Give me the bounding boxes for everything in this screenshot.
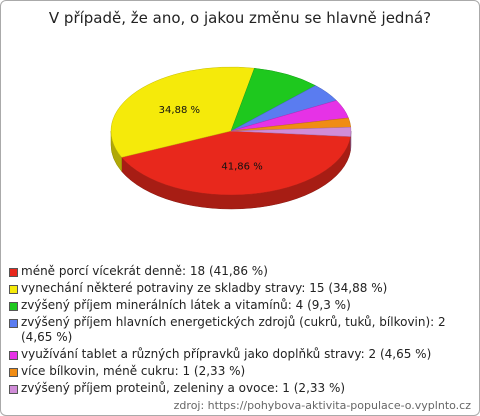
- legend-swatch: [9, 268, 18, 277]
- legend-item: zvýšený příjem hlavních energetických zd…: [9, 315, 473, 345]
- source: zdroj: https://pohybova-aktivita-populac…: [173, 399, 471, 412]
- legend-item: zvýšený příjem minerálních látek a vitam…: [9, 298, 473, 313]
- slice: [230, 126, 352, 137]
- legend-swatch: [9, 302, 18, 311]
- legend-label: více bílkovin, méně cukru: 1 (2,33 %): [21, 364, 246, 378]
- legend: méně porcí vícekrát denně: 18 (41,86 %) v…: [9, 264, 473, 398]
- legend-label: vynechání některé potraviny ze skladby s…: [21, 281, 388, 295]
- slice: [110, 66, 255, 158]
- slice: [121, 130, 351, 196]
- legend-item: využívání tablet a různých přípravků jak…: [9, 347, 473, 362]
- legend-swatch: [9, 351, 18, 360]
- legend-label: zvýšený příjem minerálních látek a vitam…: [21, 298, 351, 312]
- legend-swatch: [9, 368, 18, 377]
- legend-item: méně porcí vícekrát denně: 18 (41,86 %): [9, 264, 473, 279]
- chart-title: V případě, že ano, o jakou změnu se hlav…: [48, 9, 432, 27]
- legend-item: více bílkovin, méně cukru: 1 (2,33 %): [9, 364, 473, 379]
- legend-label: zvýšený příjem hlavních energetických zd…: [21, 315, 446, 344]
- data-label: 41,86 %: [221, 162, 262, 173]
- legend-swatch: [9, 385, 18, 394]
- legend-item: vynechání některé potraviny ze skladby s…: [9, 281, 473, 296]
- legend-label: využívání tablet a různých přípravků jak…: [21, 347, 432, 361]
- legend-label: méně porcí vícekrát denně: 18 (41,86 %): [21, 264, 268, 278]
- legend-swatch: [9, 285, 18, 294]
- data-label: 34,88 %: [159, 105, 200, 116]
- legend-swatch: [9, 319, 18, 328]
- pie-area: 41,86 % 34,88 %: [110, 66, 352, 210]
- legend-label: zvýšený příjem proteinů, zeleniny a ovoc…: [21, 381, 346, 395]
- legend-item: zvýšený příjem proteinů, zeleniny a ovoc…: [9, 381, 473, 396]
